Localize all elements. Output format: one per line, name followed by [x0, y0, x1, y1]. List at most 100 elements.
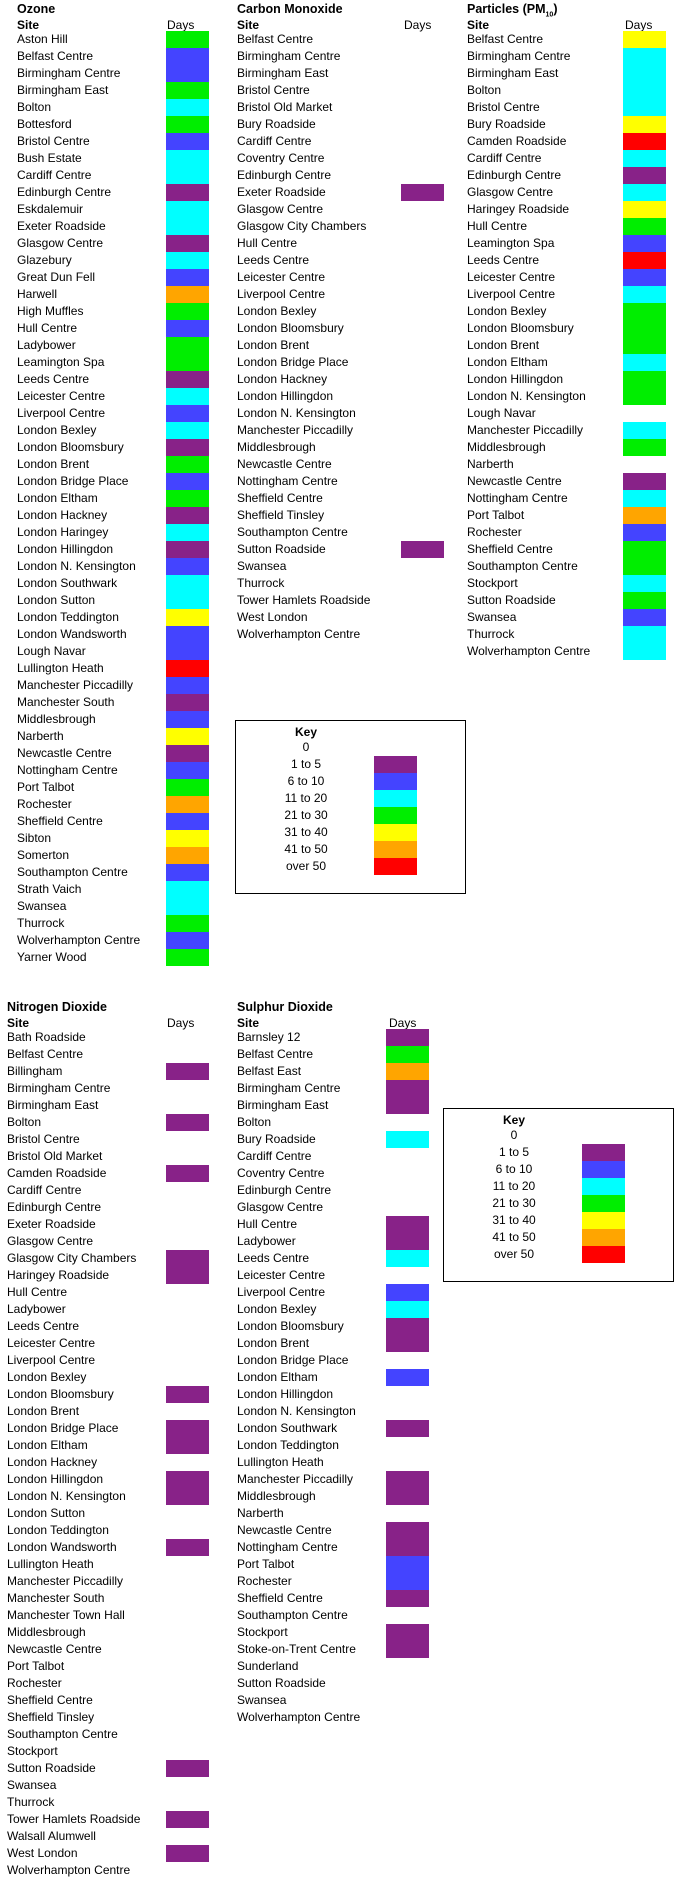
- site-name: Edinburgh Centre: [7, 1200, 102, 1214]
- days-level-cell: [166, 490, 209, 507]
- days-level-cell: [623, 354, 666, 371]
- key-item: 21 to 30: [236, 807, 465, 824]
- table-row: Glasgow Centre: [17, 235, 209, 252]
- table-row: London Teddington: [17, 609, 209, 626]
- site-name: Wolverhampton Centre: [237, 1710, 361, 1724]
- days-level-cell: [166, 184, 209, 201]
- site-name: Birmingham Centre: [467, 49, 571, 63]
- site-name: Leeds Centre: [7, 1319, 80, 1333]
- days-level-cell: [166, 201, 209, 218]
- key-swatch: [374, 773, 417, 790]
- site-name: Bury Roadside: [237, 1132, 316, 1146]
- table-row: Leicester Centre: [467, 269, 666, 286]
- days-level-cell: [166, 915, 209, 932]
- site-name: Tower Hamlets Roadside: [7, 1812, 141, 1826]
- table-row: Southampton Centre: [467, 558, 666, 575]
- table-row: Lullington Heath: [17, 660, 209, 677]
- table-row: London Bexley: [17, 422, 209, 439]
- site-name: London Hillingdon: [17, 542, 114, 556]
- table-row: Cardiff Centre: [467, 150, 666, 167]
- site-name: Liverpool Centre: [467, 287, 556, 301]
- key-label: 6 to 10: [495, 1162, 533, 1176]
- site-name: Coventry Centre: [237, 151, 325, 165]
- table-row: London Hillingdon: [237, 388, 444, 405]
- site-name: Sheffield Centre: [7, 1693, 93, 1707]
- site-name: London Bloomsbury: [17, 440, 124, 454]
- table-row: London Sutton: [17, 592, 209, 609]
- table-row: Sheffield Centre: [17, 813, 209, 830]
- ozone-title: Ozone: [17, 2, 56, 16]
- site-name: Wolverhampton Centre: [17, 933, 141, 947]
- key-label: 0: [302, 740, 310, 754]
- site-name: London Bexley: [237, 1302, 317, 1316]
- site-name: Bristol Old Market: [237, 100, 333, 114]
- site-name: London Teddington: [237, 1438, 339, 1452]
- key-title: Key: [294, 725, 317, 739]
- site-name: Middlesbrough: [467, 440, 546, 454]
- table-row: London Eltham: [7, 1437, 209, 1454]
- table-row: Port Talbot: [467, 507, 666, 524]
- days-level-cell: [166, 354, 209, 371]
- days-level-cell: [166, 864, 209, 881]
- site-name: Sutton Roadside: [237, 542, 326, 556]
- table-row: Bolton: [7, 1114, 209, 1131]
- days-level-cell: [166, 932, 209, 949]
- carbon-monoxide-days-header: Days: [404, 18, 432, 32]
- particles-days-header: Days: [625, 18, 653, 32]
- site-name: Narberth: [237, 1506, 284, 1520]
- table-row: London Bexley: [7, 1369, 209, 1386]
- table-row: Bristol Centre: [17, 133, 209, 150]
- table-row: Hull Centre: [7, 1284, 209, 1301]
- table-row: Glasgow Centre: [237, 201, 444, 218]
- days-level-cell: [166, 796, 209, 813]
- site-name: Liverpool Centre: [237, 287, 326, 301]
- site-name: Manchester Piccadilly: [467, 423, 584, 437]
- table-row: Wolverhampton Centre: [237, 626, 444, 643]
- site-name: London Southwark: [17, 576, 118, 590]
- site-name: Middlesbrough: [237, 1489, 316, 1503]
- site-name: London Hillingdon: [467, 372, 564, 386]
- table-row: London N. Kensington: [7, 1488, 209, 1505]
- table-row: Narberth: [467, 456, 666, 473]
- days-level-cell: [166, 65, 209, 82]
- site-name: West London: [237, 610, 308, 624]
- days-level-cell: [623, 422, 666, 439]
- table-row: Narberth: [237, 1505, 429, 1522]
- site-name: Leamington Spa: [467, 236, 555, 250]
- table-row: Ladybower: [237, 1233, 429, 1250]
- site-name: Birmingham East: [237, 66, 329, 80]
- table-row: Bristol Old Market: [237, 99, 444, 116]
- table-row: Exeter Roadside: [7, 1216, 209, 1233]
- site-name: Aston Hill: [17, 32, 68, 46]
- site-name: Nottingham Centre: [17, 763, 118, 777]
- table-row: Leicester Centre: [17, 388, 209, 405]
- key-box-lower: Key 0 1 to 5 6 to 10 11 to 20 21 to 30 31 to …: [443, 1108, 674, 1282]
- site-name: Liverpool Centre: [237, 1285, 326, 1299]
- table-row: London Southwark: [17, 575, 209, 592]
- days-level-cell: [166, 762, 209, 779]
- site-name: Bottesford: [17, 117, 72, 131]
- days-level-cell: [166, 371, 209, 388]
- site-name: London Eltham: [17, 491, 98, 505]
- key-swatch: [374, 790, 417, 807]
- site-name: Leicester Centre: [237, 270, 326, 284]
- table-row: London Bridge Place: [7, 1420, 209, 1437]
- days-level-cell: [386, 1641, 429, 1658]
- key-swatch: [374, 858, 417, 875]
- site-name: Cardiff Centre: [7, 1183, 82, 1197]
- site-name: Middlesbrough: [17, 712, 96, 726]
- table-row: Middlesbrough: [7, 1624, 209, 1641]
- table-row: London Brent: [237, 1335, 429, 1352]
- table-row: Ladybower: [7, 1301, 209, 1318]
- site-name: Stockport: [237, 1625, 288, 1639]
- table-row: West London: [7, 1845, 209, 1862]
- site-name: Leeds Centre: [467, 253, 540, 267]
- days-level-cell: [386, 1369, 429, 1386]
- days-level-cell: [623, 388, 666, 405]
- days-level-cell: [166, 745, 209, 762]
- particles-title-sub: 10: [545, 11, 554, 19]
- days-level-cell: [386, 1573, 429, 1590]
- table-row: London Southwark: [237, 1420, 429, 1437]
- key-swatch: [374, 756, 417, 773]
- key-swatch: [582, 1212, 625, 1229]
